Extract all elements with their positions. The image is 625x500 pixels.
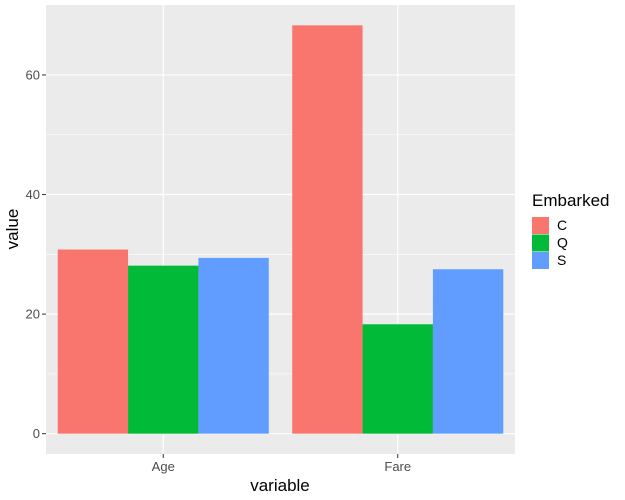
bars — [57, 25, 504, 434]
legend-title: Embarked — [532, 191, 609, 210]
legend-items: CQS — [532, 217, 568, 269]
bar-age-s — [198, 257, 269, 434]
bar-age-c — [57, 249, 129, 434]
x-tick-label: Fare — [384, 459, 411, 474]
legend-key-q — [532, 234, 549, 252]
y-tick-label: 20 — [26, 307, 40, 322]
bar-age-q — [128, 265, 199, 434]
y-tick-label: 60 — [26, 67, 40, 82]
legend-label-s: S — [557, 252, 566, 268]
y-axis-title: value — [3, 209, 22, 250]
legend-label-c: C — [557, 217, 567, 233]
x-tick-label: Age — [152, 459, 175, 474]
legend: Embarked CQS — [532, 191, 609, 269]
bar-fare-q — [362, 324, 433, 434]
x-axis-title: variable — [250, 476, 310, 495]
y-axis-ticks: 0 20 40 60 — [26, 67, 46, 441]
bar-fare-c — [292, 25, 363, 434]
y-tick-label: 40 — [26, 187, 40, 202]
legend-key-s — [532, 252, 549, 269]
x-axis-ticks: Age Fare — [152, 454, 411, 474]
legend-key-c — [532, 217, 549, 234]
y-tick-label: 0 — [33, 426, 40, 441]
bar-fare-s — [432, 269, 504, 434]
legend-label-q: Q — [557, 235, 568, 251]
